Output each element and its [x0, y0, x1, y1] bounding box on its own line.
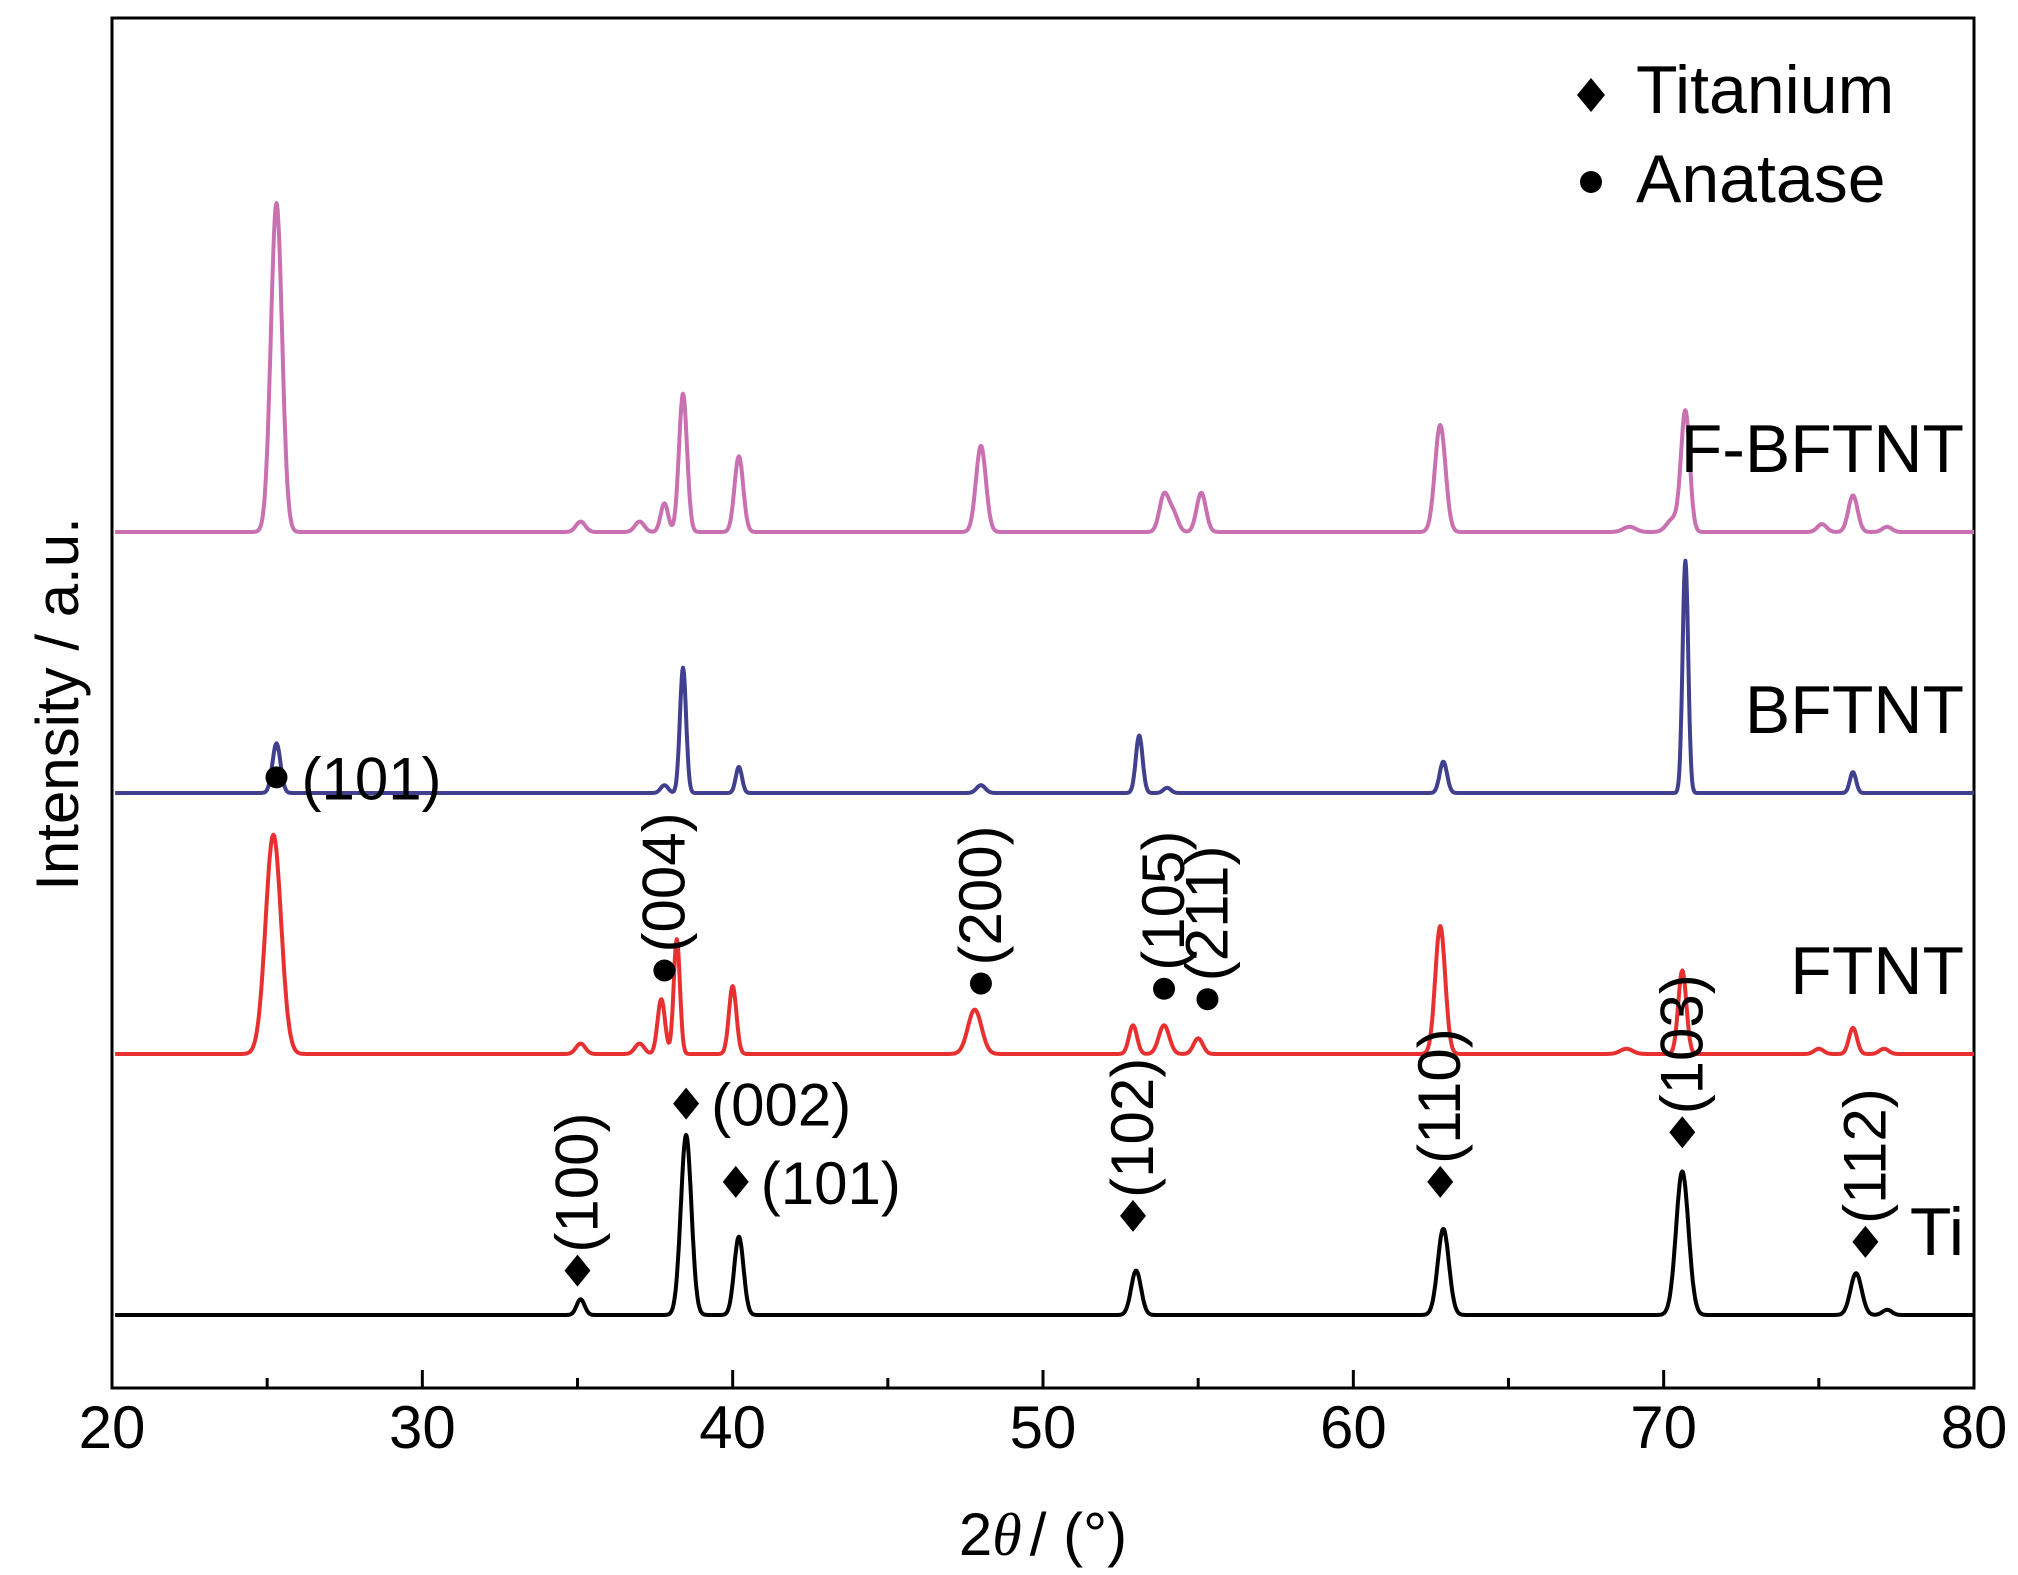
- x-axis-label-unit: / (°): [1030, 1501, 1127, 1568]
- peak-hkl-label: (004): [630, 812, 697, 952]
- series-label-f-bftnt: F-BFTNT: [1681, 411, 1964, 487]
- peak-hkl-label: (100): [544, 1113, 611, 1253]
- legend-anatase-dot-icon: [1580, 171, 1602, 193]
- peak-hkl-label: (101): [301, 745, 441, 812]
- series-line-ti: [113, 1132, 1976, 1317]
- titanium-diamond-marker: [722, 1165, 749, 1198]
- peak-hkl-label: (211): [1173, 846, 1240, 982]
- titanium-diamond-marker: [1669, 1116, 1696, 1149]
- x-tick-label: 60: [1320, 1394, 1387, 1461]
- titanium-diamond-marker: [1852, 1225, 1879, 1258]
- anatase-dot-marker: [265, 766, 288, 789]
- series-group: F-BFTNT BFTNT FTNT Ti: [113, 201, 1976, 1317]
- x-axis-label-prefix: 2: [959, 1501, 992, 1568]
- titanium-diamond-marker: [673, 1087, 700, 1120]
- anatase-dot-marker: [969, 972, 992, 995]
- peak-hkl-label: (102): [1099, 1058, 1166, 1198]
- legend-titanium-label: Titanium: [1636, 52, 1894, 128]
- peak-hkl-label: (101): [761, 1150, 901, 1217]
- x-axis-label: 2θ / (°): [959, 1501, 1127, 1568]
- series-label-bftnt: BFTNT: [1745, 672, 1964, 748]
- anatase-dot-marker: [1153, 977, 1176, 1000]
- legend-titanium-diamond-icon: [1577, 78, 1605, 112]
- titanium-diamond-marker: [564, 1254, 591, 1287]
- titanium-diamond-marker: [1119, 1199, 1146, 1232]
- peak-annotations: (101) (004) (200) (105)(211) (100) (002) (101)…: [265, 745, 1898, 1287]
- peak-hkl-label: (103): [1648, 974, 1715, 1114]
- x-tick-label: 50: [1010, 1394, 1077, 1461]
- x-axis-label-theta: θ: [992, 1502, 1021, 1568]
- x-tick-label: 70: [1630, 1394, 1697, 1461]
- series-label-ftnt: FTNT: [1790, 933, 1964, 1009]
- x-tick-label: 40: [699, 1394, 766, 1461]
- legend-anatase-label: Anatase: [1636, 141, 1886, 217]
- series-line-f-bftnt: [113, 201, 1976, 534]
- x-axis-ticks: 20 30 40 50 60 70 80: [79, 1370, 2008, 1461]
- x-tick-label: 80: [1941, 1394, 2008, 1461]
- y-axis-label: Intensity / a.u.: [24, 517, 91, 891]
- peak-hkl-label: (112): [1831, 1088, 1898, 1224]
- series-label-ti: Ti: [1910, 1194, 1964, 1270]
- anatase-dot-marker: [1196, 988, 1219, 1011]
- titanium-diamond-marker: [1427, 1165, 1454, 1198]
- x-tick-label: 20: [79, 1394, 146, 1461]
- peak-hkl-label: (200): [947, 825, 1014, 965]
- x-tick-label: 30: [389, 1394, 456, 1461]
- legend: Titanium Anatase: [1577, 52, 1894, 217]
- peak-hkl-label: (105): [1130, 831, 1197, 971]
- anatase-dot-marker: [653, 959, 676, 982]
- peak-hkl-label: (110): [1406, 1028, 1473, 1164]
- peak-hkl-label: (002): [711, 1072, 851, 1139]
- series-line-ftnt: [113, 832, 1976, 1056]
- plot-frame: [110, 16, 1976, 1390]
- series-line-bftnt: [113, 558, 1976, 795]
